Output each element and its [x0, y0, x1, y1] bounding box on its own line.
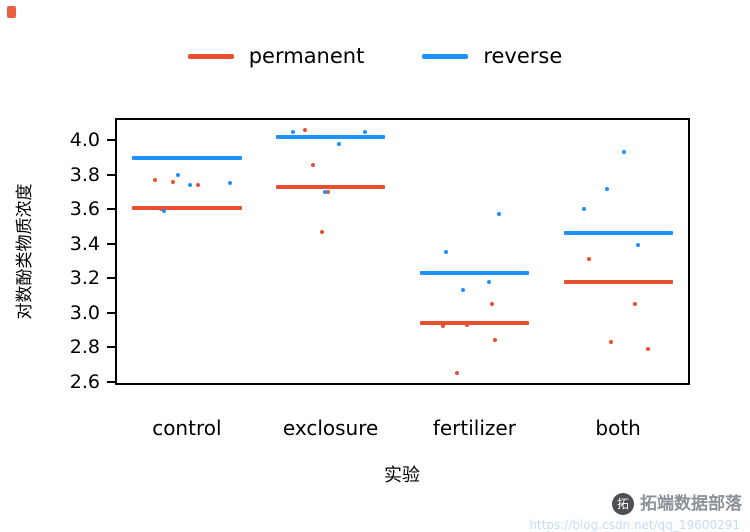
data-point-reverse [581, 207, 586, 212]
data-point-reverse [460, 288, 465, 293]
data-point-reverse [636, 243, 641, 248]
data-point-reverse [621, 150, 626, 155]
data-point-permanent [302, 128, 307, 133]
mean-line-reverse [132, 155, 242, 160]
x-axis-title: 实验 [384, 465, 420, 486]
data-point-reverse [228, 181, 232, 186]
data-point-permanent [159, 207, 163, 212]
legend-item-permanent: permanent [187, 44, 365, 68]
y-axis-tick [107, 139, 115, 142]
y-axis-tick-label: 3.6 [69, 198, 100, 221]
y-axis-tick [107, 277, 115, 280]
data-point-permanent [153, 178, 158, 182]
legend-label-reverse: reverse [483, 44, 563, 68]
data-point-permanent [633, 302, 638, 307]
mean-line-permanent [419, 320, 529, 325]
data-point-permanent [170, 179, 175, 184]
y-axis-tick-label: 3.2 [69, 267, 100, 290]
x-category-label: exclosure [282, 416, 379, 440]
corner-red-icon [7, 6, 16, 18]
data-point-permanent [440, 324, 445, 329]
y-axis-tick-label: 4.0 [69, 129, 100, 152]
mean-line-reverse [276, 134, 386, 139]
data-point-reverse [337, 141, 342, 146]
y-axis-tick-label: 3.8 [69, 163, 100, 186]
data-point-permanent [465, 322, 470, 327]
legend-line-reverse-icon [422, 54, 469, 59]
data-point-permanent [587, 257, 592, 262]
data-point-permanent [608, 339, 613, 344]
data-point-reverse [161, 209, 166, 214]
legend-label-permanent: permanent [248, 44, 365, 68]
data-point-reverse [291, 129, 296, 134]
y-axis-tick [107, 242, 115, 245]
data-point-reverse [496, 212, 501, 217]
y-axis-tick [107, 380, 115, 383]
legend: permanent reverse [0, 46, 750, 67]
y-axis-tick-label: 2.6 [69, 370, 100, 393]
watermark: 拓 拓端数据部落 [612, 493, 742, 515]
y-axis-tick [107, 173, 115, 176]
data-point-permanent [196, 183, 201, 188]
mean-line-reverse [563, 231, 673, 236]
watermark-url-text: https://blog.csdn.net/qq_19600291 [529, 518, 740, 532]
legend-item-reverse: reverse [422, 46, 562, 67]
data-point-permanent [320, 229, 324, 234]
y-axis-tick-label: 3.4 [69, 232, 100, 255]
mean-line-permanent [132, 205, 242, 210]
data-point-reverse [187, 183, 192, 188]
data-point-reverse [322, 190, 327, 195]
x-category-label: both [595, 416, 641, 440]
watermark-brand-text: 拓端数据部落 [640, 493, 742, 514]
legend-line-permanent-icon [187, 54, 234, 59]
y-axis-tick [107, 208, 115, 211]
mean-line-permanent [276, 184, 386, 189]
x-category-label: fertilizer [432, 416, 516, 440]
y-axis-tick [107, 346, 115, 349]
data-point-reverse [443, 250, 448, 255]
data-point-permanent [325, 190, 330, 195]
data-point-permanent [489, 302, 494, 307]
mean-line-permanent [563, 279, 673, 284]
data-point-permanent [646, 346, 651, 351]
watermark-logo-icon: 拓 [612, 493, 634, 515]
mean-line-reverse [419, 271, 529, 276]
y-axis-tick-label: 2.8 [69, 336, 100, 359]
plot-area [115, 118, 690, 385]
x-category-label: control [152, 416, 222, 440]
data-point-reverse [604, 186, 609, 191]
data-point-permanent [492, 338, 497, 343]
data-point-reverse [363, 129, 368, 134]
data-point-reverse [486, 279, 491, 284]
data-point-permanent [455, 370, 460, 375]
y-axis-tick-label: 3.0 [69, 301, 100, 324]
data-point-permanent [311, 162, 316, 167]
data-point-reverse [176, 172, 181, 177]
y-axis-tick [107, 311, 115, 314]
y-axis-title: 对数酚类物质浓度 [15, 183, 35, 320]
